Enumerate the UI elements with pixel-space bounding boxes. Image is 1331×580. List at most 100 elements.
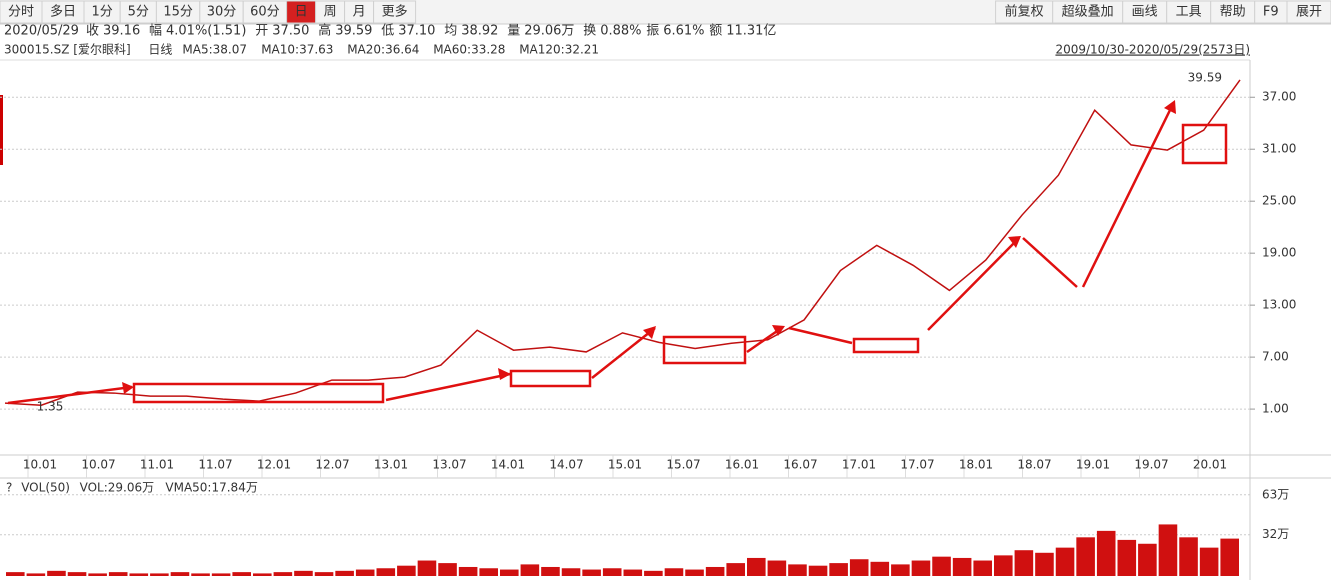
vol-bar	[891, 564, 910, 576]
vol-bar	[541, 566, 560, 576]
vol-bar	[26, 573, 46, 576]
vol-bar	[47, 570, 66, 576]
x-tick-label: 15.07	[666, 458, 700, 472]
stock-code: 300015.SZ [爱尔眼科]	[4, 42, 131, 57]
vol-bar	[932, 556, 951, 576]
vol-bar	[397, 565, 416, 576]
vol-bar	[602, 568, 622, 576]
x-tick-label: 20.01	[1193, 458, 1227, 472]
vol-bar	[273, 572, 293, 576]
info-label: 振	[646, 24, 659, 39]
vol-bar	[1096, 530, 1116, 576]
vol-bar	[170, 572, 190, 576]
tab-label[interactable]: 多日	[50, 4, 76, 20]
info-value: 6.61%	[663, 24, 704, 39]
vol-header: VMA50:17.84万	[165, 481, 257, 495]
x-tick-label: 14.01	[491, 458, 525, 472]
box	[662, 335, 747, 365]
tab-label[interactable]: 60分	[250, 5, 280, 20]
box	[132, 382, 385, 404]
box	[509, 369, 592, 388]
tab-label[interactable]: 15分	[163, 5, 193, 20]
arrowhead	[122, 100, 1176, 394]
ma-legend: MA5:38.07	[182, 43, 247, 57]
y-tick-label: 7.00	[1262, 350, 1289, 364]
vol-bar	[294, 570, 313, 576]
vol-bar	[705, 566, 725, 576]
tool-button[interactable]	[995, 0, 1054, 24]
info-label: 高	[318, 23, 331, 39]
x-tick-label: 14.07	[549, 458, 583, 472]
vol-bar	[808, 565, 828, 576]
tool-label[interactable]: 画线	[1132, 5, 1158, 20]
low-label: 1.35	[37, 400, 64, 414]
tool-label[interactable]: 工具	[1176, 5, 1202, 20]
vol-bar	[1138, 543, 1157, 576]
tab-label[interactable]: 分时	[8, 5, 34, 20]
x-tick-label: 16.07	[783, 458, 817, 472]
y-tick-label: 25.00	[1262, 194, 1296, 208]
vol-bar	[191, 573, 210, 576]
arrow	[7, 103, 1175, 405]
tool-label[interactable]: 帮助	[1220, 5, 1246, 20]
x-tick-label: 18.01	[959, 458, 993, 472]
vol-bar	[479, 568, 498, 576]
tab-label[interactable]: 1分	[91, 5, 112, 20]
vol-bar	[767, 560, 787, 576]
vol-bar	[6, 572, 25, 576]
tab-label[interactable]: 30分	[207, 5, 237, 20]
vol-bar	[88, 573, 107, 576]
info-value: 39.59	[335, 24, 372, 39]
vol-bar	[376, 568, 396, 576]
info-value: 37.50	[272, 24, 309, 39]
info-value: 38.92	[461, 24, 498, 39]
info-value: 0.88%	[600, 24, 641, 39]
vol-bar	[1199, 547, 1219, 576]
info-label: 额	[709, 24, 722, 39]
vol-bar	[520, 564, 540, 576]
info-label: 开	[255, 24, 268, 39]
annotations	[7, 100, 1228, 405]
vol-bar	[1117, 539, 1137, 576]
box	[852, 337, 920, 354]
vol-bar	[500, 569, 519, 576]
y-tick-label: 13.00	[1262, 298, 1296, 312]
vol-bar	[623, 569, 643, 576]
tool-label[interactable]: F9	[1263, 5, 1279, 20]
vol-bar	[726, 563, 745, 576]
vol-bar	[1035, 552, 1054, 576]
tool-label[interactable]: 展开	[1296, 5, 1322, 20]
ma-legend: MA120:32.21	[519, 43, 599, 57]
tool-label[interactable]: 前复权	[1005, 4, 1044, 20]
vol-bar	[438, 563, 457, 576]
info-value: 11.31亿	[726, 24, 776, 39]
x-tick-label: 18.07	[1017, 458, 1051, 472]
x-tick-label: 11.01	[140, 458, 174, 472]
tab-label[interactable]: 月	[353, 5, 366, 20]
vol-bar	[664, 568, 684, 576]
vol-bar	[952, 557, 972, 576]
vol-header: VOL(50)	[21, 481, 70, 495]
y-tick-label: 31.00	[1262, 142, 1296, 156]
vol-bar	[582, 569, 601, 576]
vol-bar	[253, 573, 272, 576]
x-tick-label: 11.07	[198, 458, 232, 472]
vol-bar	[747, 557, 766, 576]
vol-bar	[129, 573, 149, 576]
ma-legend: MA10:37.63	[261, 43, 333, 57]
vol-bar	[685, 569, 704, 576]
tab-button[interactable]	[373, 0, 417, 24]
tool-label[interactable]: 超级叠加	[1062, 5, 1114, 20]
tab-label[interactable]: 周	[324, 5, 337, 20]
vol-bar	[644, 570, 663, 576]
period: 日线	[148, 43, 172, 57]
tab-label[interactable]: 日	[295, 5, 308, 20]
y-tick-label: 1.00	[1262, 402, 1289, 416]
x-tick-label: 17.01	[842, 458, 876, 472]
tab-label[interactable]: 更多	[382, 4, 408, 20]
vol-bar	[1220, 538, 1239, 576]
info-label: 换	[583, 24, 596, 39]
vol-bar	[1076, 537, 1095, 576]
tab-label[interactable]: 5分	[128, 5, 149, 20]
vol-bar	[1014, 550, 1034, 576]
